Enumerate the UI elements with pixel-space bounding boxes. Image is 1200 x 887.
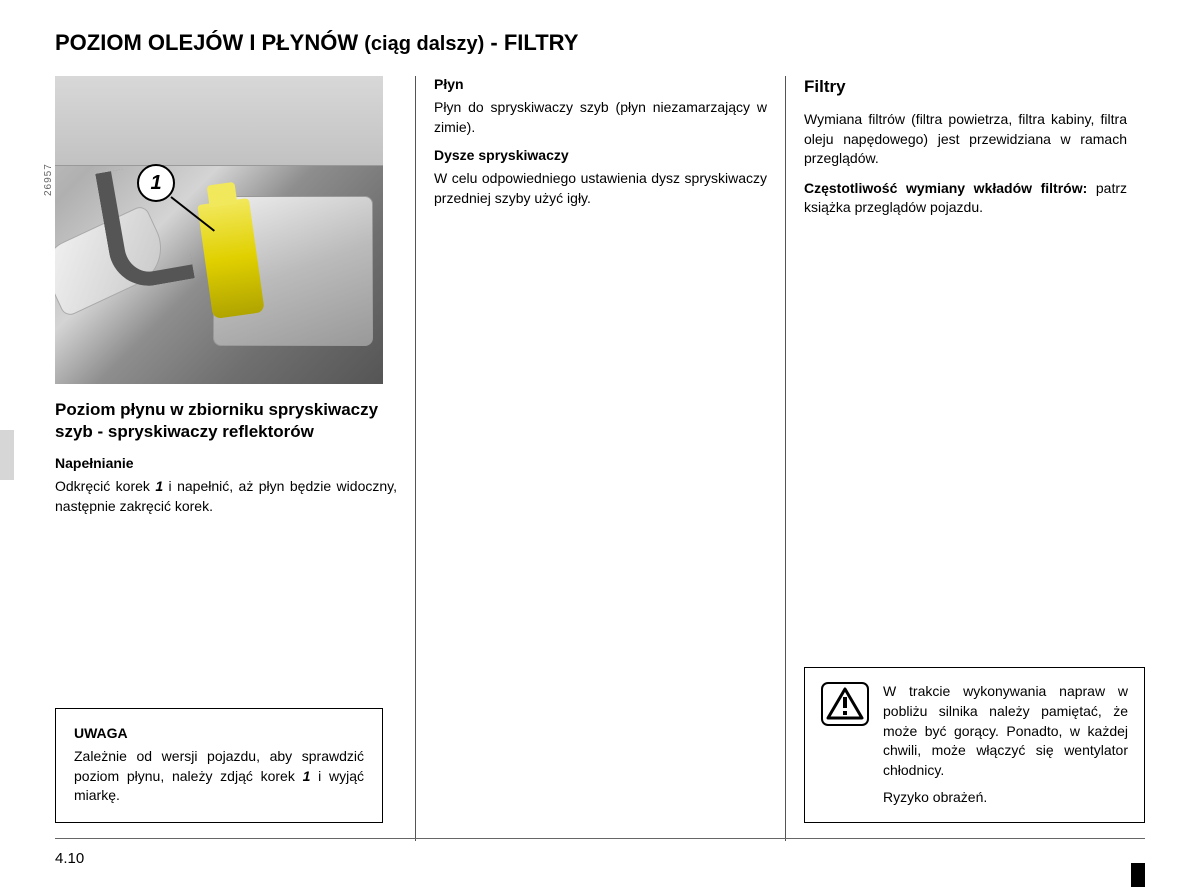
- warning-text: W trakcie wykonywania napraw w pobliżu s…: [883, 682, 1128, 808]
- page-title: POZIOM OLEJÓW I PŁYNÓW (ciąg dalszy) - F…: [55, 30, 1145, 56]
- note-text: Zależnie od wersji pojazdu, aby spraw­dz…: [74, 747, 364, 806]
- col2-sub-fluid: Płyn: [434, 76, 767, 92]
- footer-rule: [55, 838, 1145, 839]
- reference-number: 1: [155, 478, 163, 494]
- warning-line-2: Ryzyko obrażeń.: [883, 788, 1128, 808]
- column-3: Filtry Wymiana filtrów (filtra powietrza…: [785, 76, 1145, 841]
- column-1: 26957 1 Poziom płynu w zbiorniku spryski…: [55, 76, 415, 841]
- figure-code: 26957: [43, 163, 54, 196]
- column-2: Płyn Płyn do spryskiwaczy szyb (płyn nie…: [415, 76, 785, 841]
- page-number: 4.10: [55, 850, 84, 867]
- col3-frequency-text: Częstotliwość wymiany wkładów filtrów: p…: [804, 179, 1127, 218]
- text-fragment: Odkręcić korek: [55, 478, 155, 494]
- col2-sub-nozzles: Dysze spryskiwaczy: [434, 147, 767, 163]
- illustration-body-panel: [55, 76, 383, 166]
- engine-bay-illustration: 1: [55, 76, 383, 384]
- figure-container: 26957 1: [55, 76, 383, 384]
- col1-section-heading: Poziom płynu w zbiorniku spryskiwaczy sz…: [55, 399, 397, 443]
- warning-icon: [821, 682, 869, 726]
- warning-box: W trakcie wykonywania napraw w pobliżu s…: [804, 667, 1145, 823]
- col3-section-filters: Filtry: [804, 76, 1127, 98]
- footer-crop-mark: [1131, 863, 1145, 887]
- warning-line-1: W trakcie wykonywania napraw w pobliżu s…: [883, 682, 1128, 780]
- col1-subsection-filling: Napełnianie: [55, 455, 397, 471]
- callout-marker-1: 1: [137, 164, 175, 202]
- note-box: UWAGA Zależnie od wersji pojazdu, aby sp…: [55, 708, 383, 823]
- content-columns: 26957 1 Poziom płynu w zbiorniku spryski…: [55, 76, 1145, 841]
- title-continuation: (ciąg dalszy): [364, 33, 484, 55]
- col3-filters-text: Wymiana filtrów (filtra powietrza, filtr…: [804, 110, 1127, 169]
- manual-page: POZIOM OLEJÓW I PŁYNÓW (ciąg dalszy) - F…: [0, 0, 1200, 887]
- col1-filling-text: Odkręcić korek 1 i napełnić, aż płyn będ…: [55, 477, 397, 516]
- bold-label: Częstotliwość wymiany wkładów filtrów:: [804, 180, 1087, 196]
- col2-fluid-text: Płyn do spryskiwaczy szyb (płyn niezamar…: [434, 98, 767, 137]
- title-main: POZIOM OLEJÓW I PŁYNÓW: [55, 30, 364, 55]
- col2-nozzles-text: W celu odpowiedniego ustawienia dysz spr…: [434, 169, 767, 208]
- note-heading: UWAGA: [74, 725, 364, 741]
- title-tail: - FILTRY: [484, 30, 578, 55]
